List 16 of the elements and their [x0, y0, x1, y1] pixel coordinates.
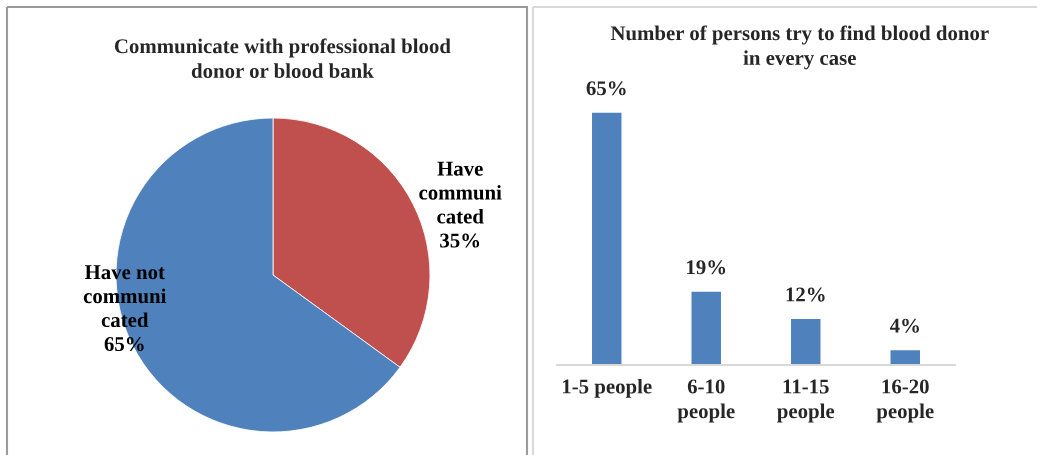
chart-title: Number of persons try to find blood donor in every case — [610, 25, 989, 70]
x-tick-label: 11-15 people — [777, 379, 835, 423]
data-label: 35% — [440, 233, 480, 248]
bar — [690, 290, 723, 365]
bar — [590, 112, 623, 365]
chart-title: Communicate with professional blood donor or blood bank — [114, 38, 451, 78]
bar — [789, 317, 822, 365]
x-tick-label: 16-20 people — [876, 379, 934, 423]
slice-label: Have communi cated — [419, 161, 502, 224]
bar — [889, 348, 922, 365]
data-label: 12% — [786, 287, 825, 302]
x-tick-label: 1-5 people — [563, 378, 652, 398]
data-label: 19% — [687, 260, 726, 275]
data-label: 65% — [586, 81, 626, 96]
data-label: 4% — [889, 318, 919, 333]
x-tick-label: 6-10 people — [677, 379, 735, 423]
